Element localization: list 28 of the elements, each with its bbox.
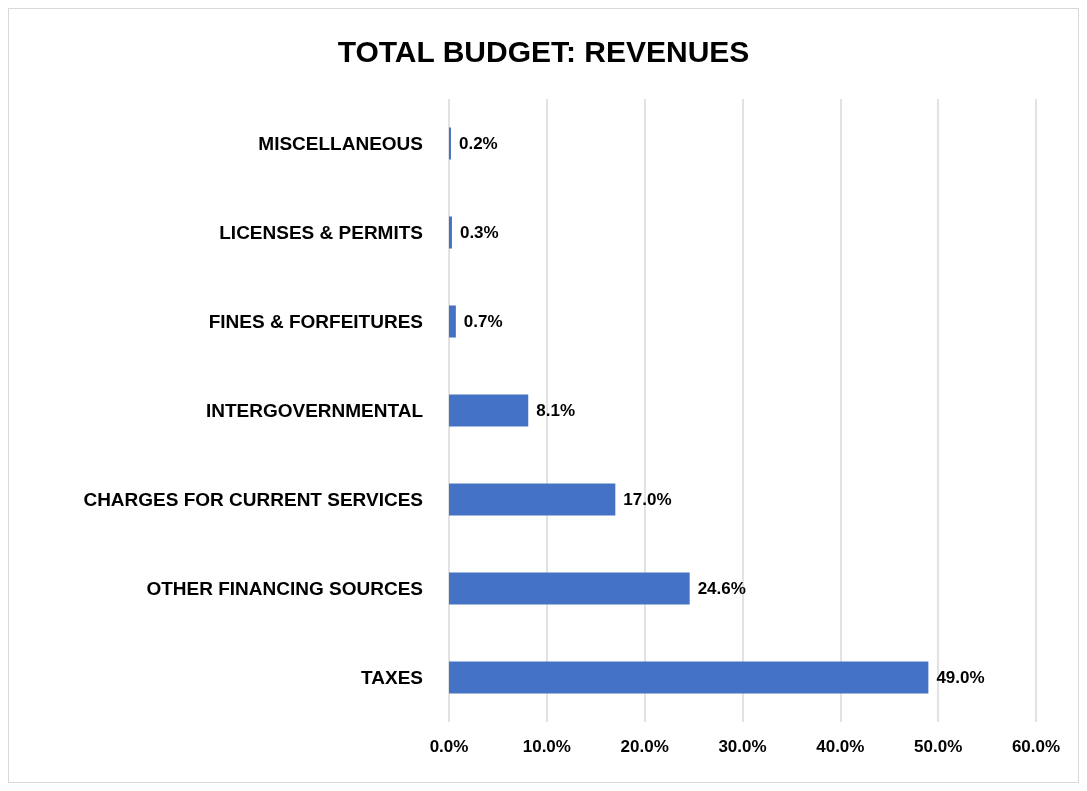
chart-title: TOTAL BUDGET: REVENUES bbox=[337, 34, 750, 68]
y-tick-label: CHARGES FOR CURRENT SERVICES bbox=[83, 489, 423, 510]
x-tick-label: 50.0% bbox=[914, 737, 963, 756]
y-tick-label: TAXES bbox=[361, 667, 423, 688]
data-label: 0.3% bbox=[459, 223, 499, 242]
x-tick-label: 60.0% bbox=[1011, 737, 1061, 756]
y-tick-label: MISCELLANEOUS bbox=[258, 133, 423, 154]
data-label: 49.0% bbox=[936, 668, 985, 687]
bar bbox=[449, 216, 452, 249]
x-tick-label: 0.0% bbox=[429, 737, 469, 756]
data-label: 24.6% bbox=[697, 579, 746, 598]
y-tick-label: INTERGOVERNMENTAL bbox=[205, 400, 424, 421]
data-label: 0.2% bbox=[458, 134, 498, 153]
y-tick-label: LICENSES & PERMITS bbox=[219, 222, 423, 243]
y-tick-label: FINES & FORFEITURES bbox=[208, 311, 423, 332]
data-label: 17.0% bbox=[623, 490, 672, 509]
bar bbox=[449, 572, 690, 605]
bar bbox=[449, 394, 529, 427]
bar bbox=[449, 305, 456, 338]
data-label: 0.7% bbox=[463, 312, 503, 331]
x-tick-label: 30.0% bbox=[718, 737, 767, 756]
y-tick-label: OTHER FINANCING SOURCES bbox=[146, 578, 423, 599]
bar bbox=[449, 483, 616, 516]
x-tick-label: 20.0% bbox=[620, 737, 669, 756]
x-tick-label: 40.0% bbox=[816, 737, 865, 756]
x-tick-label: 10.0% bbox=[522, 737, 571, 756]
data-label: 8.1% bbox=[536, 401, 575, 420]
bar bbox=[449, 661, 929, 694]
